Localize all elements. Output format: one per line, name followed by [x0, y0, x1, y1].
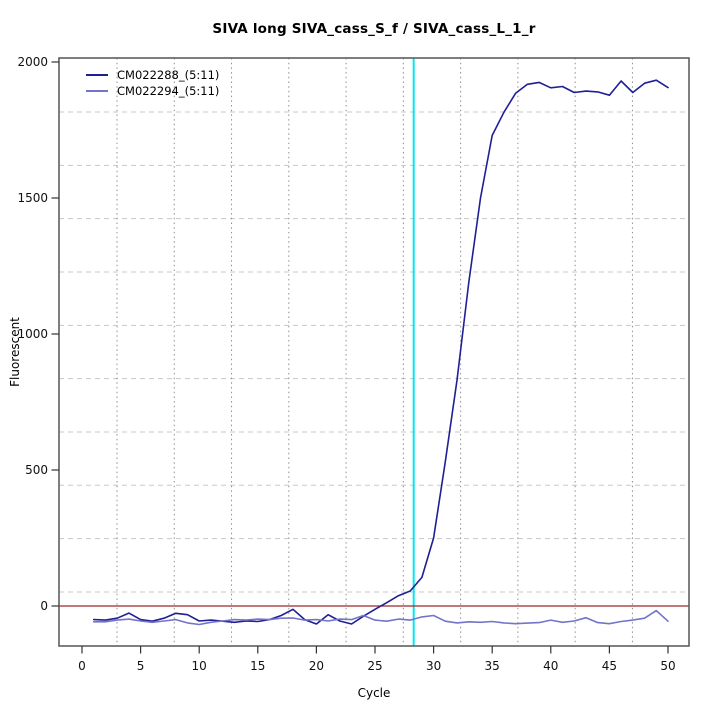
x-axis-title: Cycle: [357, 686, 391, 700]
legend: CM022288_(5:11) CM022294_(5:11): [86, 67, 219, 99]
x-tick-label: 5: [137, 659, 145, 673]
x-tick-label: 15: [250, 659, 265, 673]
x-tick-label: 20: [309, 659, 324, 673]
series-1-line-swatch: [86, 74, 108, 76]
series-2-label: CM022294_(5:11): [117, 84, 220, 98]
x-tick-label: 45: [602, 659, 617, 673]
x-tick-label: 10: [192, 659, 207, 673]
y-tick-label: 1500: [17, 191, 48, 205]
series-line-2: [92, 609, 669, 626]
series-2-line-swatch: [86, 90, 108, 92]
x-tick-label: 30: [426, 659, 441, 673]
x-tick-label: 50: [660, 659, 675, 673]
x-tick-label: 25: [367, 659, 382, 673]
x-tick-label: 40: [543, 659, 558, 673]
y-tick-label: 2000: [17, 55, 48, 69]
y-tick-label: 1000: [17, 327, 48, 341]
plot-border: [58, 57, 690, 647]
y-tick-label: 0: [40, 599, 48, 613]
legend-item-1: CM022288_(5:11): [86, 67, 219, 83]
x-tick-label: 0: [78, 659, 86, 673]
chart-title: SIVA long SIVA_cass_S_f / SIVA_cass_L_1_…: [212, 21, 536, 37]
x-tick-label: 35: [485, 659, 500, 673]
series-line-1: [92, 79, 669, 625]
legend-item-2: CM022294_(5:11): [86, 83, 219, 99]
y-tick-label: 500: [25, 463, 48, 477]
series-1-label: CM022288_(5:11): [117, 68, 220, 82]
